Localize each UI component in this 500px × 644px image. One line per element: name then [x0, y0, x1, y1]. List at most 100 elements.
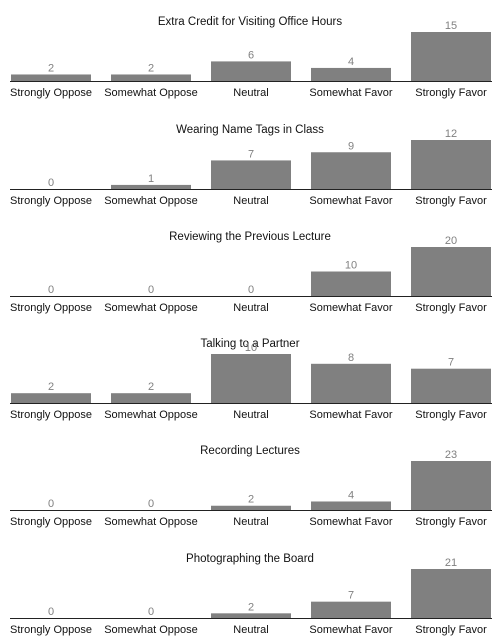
category-label: Somewhat Oppose — [104, 87, 198, 99]
category-label: Somewhat Oppose — [104, 624, 198, 636]
bar-value-label: 10 — [245, 342, 257, 354]
category-label: Somewhat Oppose — [104, 516, 198, 528]
bar-value-label: 0 — [248, 284, 254, 296]
bar-value-label: 9 — [348, 140, 354, 152]
bar — [411, 140, 491, 189]
chart-title: Photographing the Board — [186, 553, 314, 565]
chart-panel-2: Wearing Name Tags in Class 0 Strongly Opp… — [0, 108, 500, 215]
bar-value-label: 7 — [248, 148, 254, 160]
category-label: Somewhat Favor — [309, 195, 392, 207]
chart-panel-6: Photographing the Board 0 Strongly Oppose… — [0, 537, 500, 644]
bar — [211, 61, 291, 81]
bar — [111, 74, 191, 81]
bar-chart-svg: 2 Strongly Oppose 2 Somewhat Oppose 10 Neutra… — [10, 342, 492, 421]
bar-value-label: 0 — [48, 177, 54, 189]
category-label: Neutral — [233, 624, 268, 636]
bar — [111, 184, 191, 189]
chart-panel-3: Reviewing the Previous Lecture 0 Strongly… — [0, 215, 500, 322]
bar-value-label: 0 — [148, 606, 154, 618]
category-label: Strongly Favor — [415, 624, 487, 636]
category-label: Strongly Favor — [415, 195, 487, 207]
chart-title: Extra Credit for Visiting Office Hours — [157, 16, 343, 28]
bar-chart-svg: 0 Strongly Oppose 0 Somewhat Oppose 0 Neutral… — [10, 235, 492, 314]
bar-chart-svg: 0 Strongly Oppose 0 Somewhat Oppose 2 Neutral… — [10, 557, 492, 636]
bar-value-label: 15 — [445, 20, 457, 32]
chart-panel-1: Extra Credit for Visiting Office Hours 2… — [0, 0, 500, 107]
category-label: Somewhat Favor — [309, 624, 392, 636]
chart-panel-4: Talking to a Partner 2 Strongly Oppose 2 So… — [0, 322, 500, 429]
bar — [211, 505, 291, 510]
bar — [411, 569, 491, 618]
chart-title: Wearing Name Tags in Class — [176, 124, 324, 136]
bar — [11, 393, 91, 403]
bar-value-label: 20 — [445, 235, 457, 247]
bar-value-label: 0 — [148, 498, 154, 510]
chart-title: Reviewing the Previous Lecture — [169, 231, 331, 243]
category-label: Strongly Oppose — [10, 302, 92, 314]
category-label: Somewhat Oppose — [104, 302, 198, 314]
bar-value-label: 7 — [448, 357, 454, 369]
category-label: Strongly Favor — [415, 409, 487, 421]
bar — [11, 74, 91, 81]
bar-value-label: 0 — [48, 284, 54, 296]
category-label: Somewhat Favor — [309, 302, 392, 314]
bar — [311, 501, 391, 510]
bar-value-label: 23 — [445, 449, 457, 461]
bar — [311, 67, 391, 81]
category-label: Strongly Oppose — [10, 624, 92, 636]
category-label: Somewhat Oppose — [104, 195, 198, 207]
category-label: Strongly Oppose — [10, 409, 92, 421]
bar-value-label: 6 — [248, 49, 254, 61]
category-label: Strongly Favor — [415, 516, 487, 528]
category-label: Strongly Oppose — [10, 87, 92, 99]
bar-value-label: 0 — [48, 498, 54, 510]
bar-value-label: 2 — [148, 62, 154, 74]
category-label: Strongly Oppose — [10, 516, 92, 528]
bar-value-label: 10 — [345, 260, 357, 272]
bar — [211, 354, 291, 403]
chart-panel-5: Recording Lectures 0 Strongly Oppose 0 Some… — [0, 429, 500, 536]
bar — [311, 363, 391, 403]
category-label: Somewhat Favor — [309, 409, 392, 421]
bar-value-label: 2 — [48, 381, 54, 393]
bar-value-label: 8 — [348, 352, 354, 364]
bar-value-label: 21 — [445, 557, 457, 569]
category-label: Strongly Favor — [415, 87, 487, 99]
category-label: Strongly Oppose — [10, 195, 92, 207]
bar — [411, 368, 491, 403]
bar — [411, 461, 491, 510]
chart-title: Recording Lectures — [200, 445, 300, 457]
category-label: Somewhat Favor — [309, 516, 392, 528]
bar — [311, 152, 391, 189]
bar-value-label: 0 — [48, 606, 54, 618]
bar-chart-svg: 0 Strongly Oppose 1 Somewhat Oppose 7 Neutral… — [10, 128, 492, 207]
bar-value-label: 2 — [148, 381, 154, 393]
bar — [311, 271, 391, 296]
category-label: Neutral — [233, 87, 268, 99]
bar-value-label: 12 — [445, 128, 457, 140]
bar-chart-svg: 2 Strongly Oppose 2 Somewhat Oppose 6 Neutral… — [10, 20, 492, 99]
bar-value-label: 4 — [348, 489, 354, 501]
category-label: Neutral — [233, 195, 268, 207]
chart-title: Talking to a Partner — [200, 338, 300, 350]
category-label: Somewhat Oppose — [104, 409, 198, 421]
bar-value-label: 2 — [248, 601, 254, 613]
bar-value-label: 4 — [348, 56, 354, 68]
bar — [211, 160, 291, 189]
bar-value-label: 7 — [348, 590, 354, 602]
category-label: Neutral — [233, 516, 268, 528]
bar-chart-svg: 0 Strongly Oppose 0 Somewhat Oppose 2 Neutral… — [10, 449, 492, 528]
bar — [111, 393, 191, 403]
bar-value-label: 2 — [248, 494, 254, 506]
bar — [311, 601, 391, 618]
category-label: Neutral — [233, 302, 268, 314]
bar-value-label: 2 — [48, 62, 54, 74]
category-label: Neutral — [233, 409, 268, 421]
bar-value-label: 0 — [148, 284, 154, 296]
bar-value-label: 1 — [148, 173, 154, 185]
category-label: Strongly Favor — [415, 302, 487, 314]
category-label: Somewhat Favor — [309, 87, 392, 99]
bar — [211, 613, 291, 618]
bar — [411, 247, 491, 296]
